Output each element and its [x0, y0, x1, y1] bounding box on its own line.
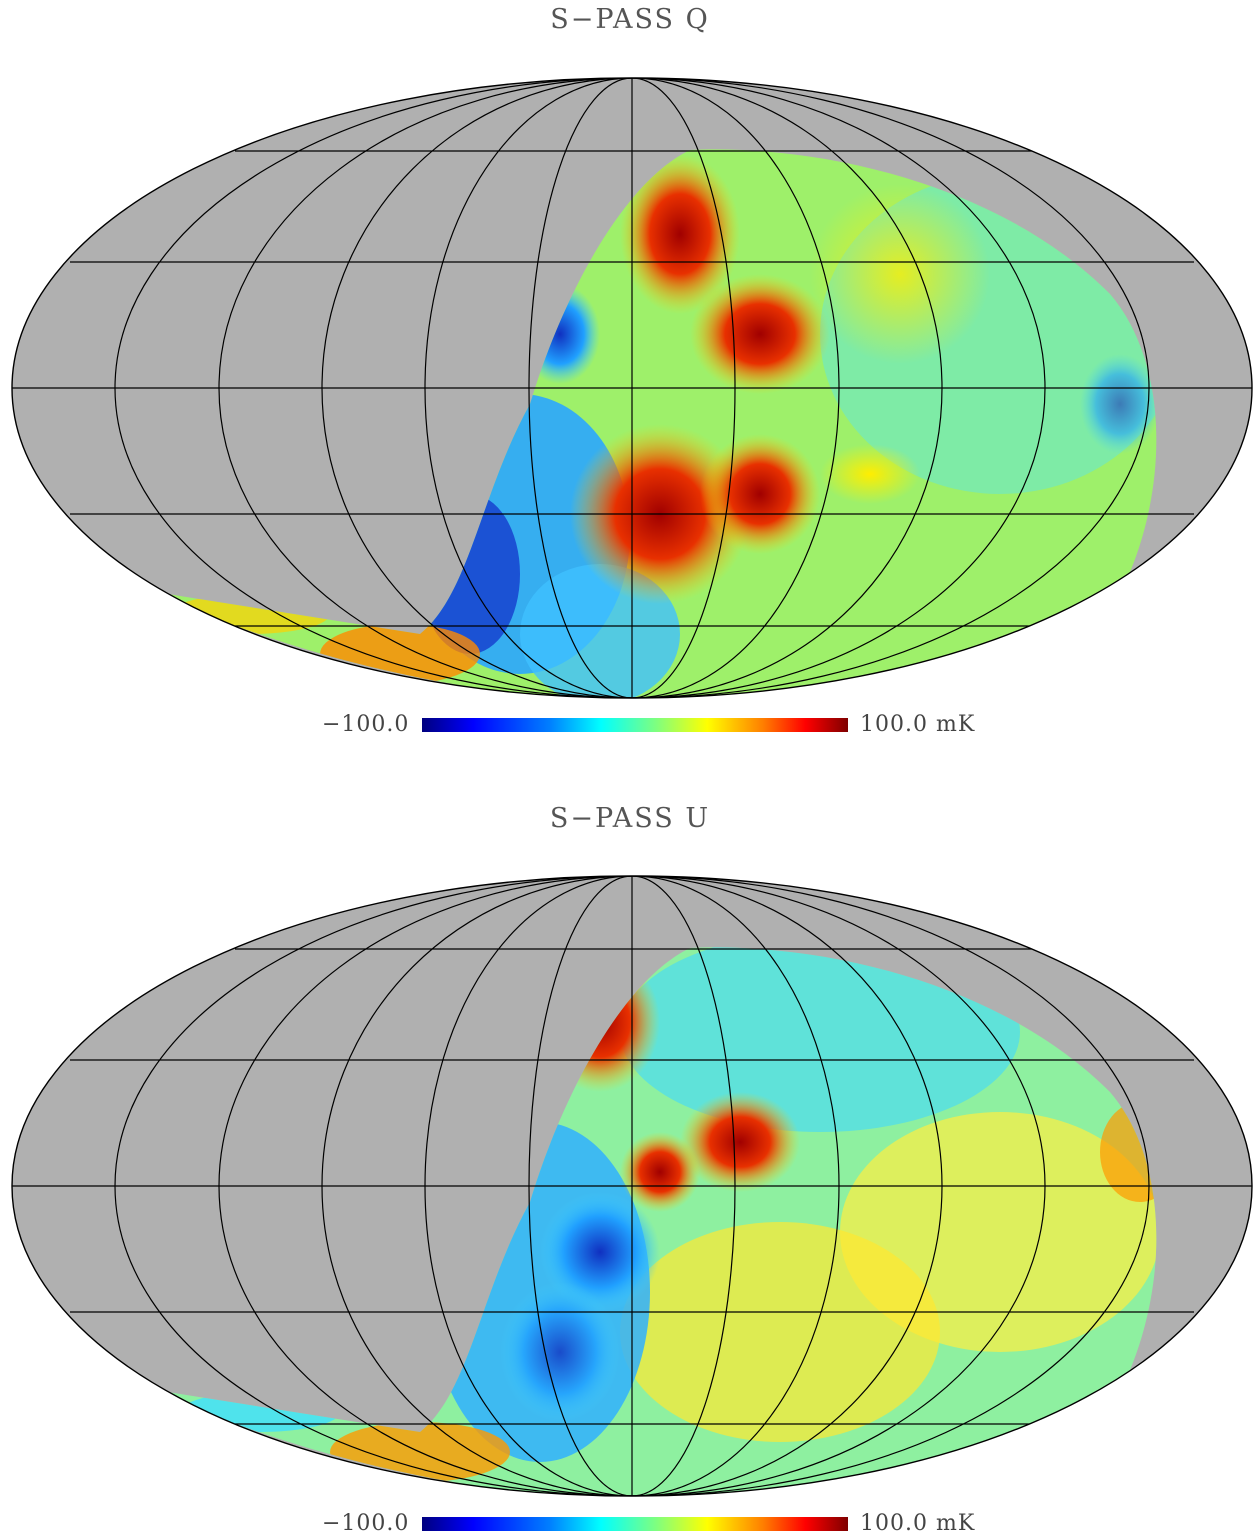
mollweide-map-q — [11, 77, 1253, 699]
colorbar-u — [422, 1517, 848, 1531]
colorbar-max-label-q: 100.0 mK — [860, 712, 976, 737]
map-title-u: S−PASS U — [549, 803, 711, 834]
mollweide-map-u — [11, 875, 1253, 1497]
map-boundary — [11, 77, 1253, 699]
colorbar-max-label-u: 100.0 mK — [860, 1511, 976, 1536]
colorbar-min-label-u: −100.0 — [322, 1511, 410, 1536]
map-title-q: S−PASS Q — [550, 4, 710, 35]
graticule-q — [12, 78, 1252, 698]
colorbar-q — [422, 718, 848, 732]
colorbar-min-label-q: −100.0 — [322, 712, 410, 737]
graticule-u — [12, 876, 1252, 1496]
map-boundary — [11, 875, 1253, 1497]
